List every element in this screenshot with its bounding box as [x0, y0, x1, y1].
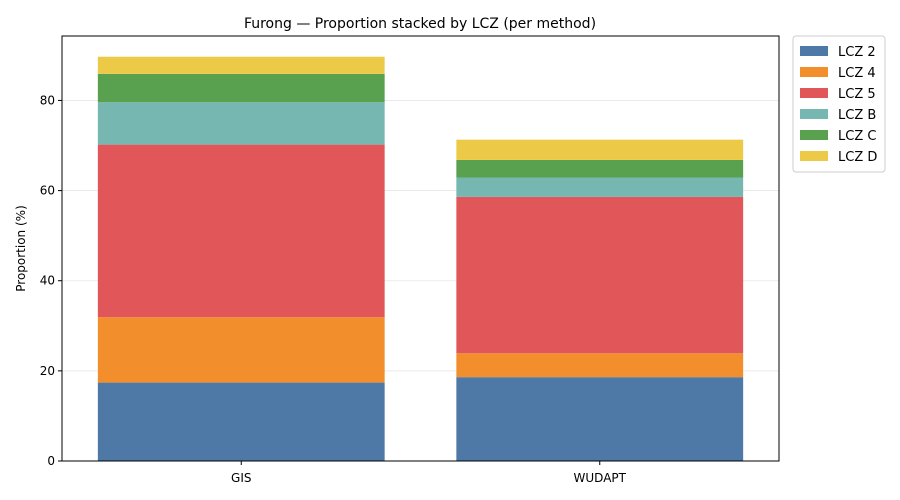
- legend-label-lcz-c: LCZ C: [838, 129, 876, 144]
- y-tick-label-0: 0: [47, 454, 55, 468]
- bar-wudapt-lcz-c: [456, 159, 744, 178]
- legend-swatch-lcz-b: [800, 109, 828, 119]
- legend-label-lcz-5: LCZ 5: [838, 87, 876, 102]
- legend-label-lcz-2: LCZ 2: [838, 45, 876, 60]
- legend-swatch-lcz-4: [800, 67, 828, 77]
- y-axis: 0 20 40 60 80: [40, 93, 62, 468]
- bar-gis-lcz-2: [97, 382, 385, 461]
- bar-wudapt-lcz-d: [456, 139, 744, 160]
- legend-swatch-lcz-c: [800, 130, 828, 140]
- bar-wudapt-lcz-4: [456, 353, 744, 378]
- bar-gis-lcz-5: [97, 144, 385, 318]
- x-axis: GIS WUDAPT: [231, 461, 627, 485]
- legend-label-lcz-b: LCZ B: [838, 108, 876, 123]
- y-axis-label: Proportion (%): [14, 205, 28, 292]
- y-tick-label-4: 80: [40, 93, 55, 107]
- y-tick-label-3: 60: [40, 184, 55, 198]
- legend: LCZ 2 LCZ 4 LCZ 5 LCZ B LCZ C LCZ D: [792, 35, 886, 173]
- bar-wudapt-lcz-5: [456, 196, 744, 354]
- bar-gis-lcz-d: [97, 56, 385, 74]
- legend-swatch-lcz-2: [800, 46, 828, 56]
- legend-label-lcz-d: LCZ D: [838, 150, 877, 165]
- bar-gis-lcz-4: [97, 317, 385, 383]
- bars: [97, 56, 744, 461]
- y-tick-label-1: 20: [40, 364, 55, 378]
- chart-title: Furong — Proportion stacked by LCZ (per …: [244, 16, 596, 32]
- bar-wudapt-lcz-2: [456, 377, 744, 461]
- x-tick-label-0: GIS: [231, 471, 251, 485]
- legend-swatch-lcz-5: [800, 88, 828, 98]
- bar-gis-lcz-c: [97, 73, 385, 103]
- y-tick-label-2: 40: [40, 274, 55, 288]
- legend-swatch-lcz-d: [800, 151, 828, 161]
- bar-wudapt-lcz-b: [456, 177, 744, 197]
- plot-frame: [61, 35, 780, 462]
- legend-label-lcz-4: LCZ 4: [838, 66, 876, 81]
- bar-gis-lcz-b: [97, 102, 385, 145]
- x-tick-label-1: WUDAPT: [574, 471, 627, 485]
